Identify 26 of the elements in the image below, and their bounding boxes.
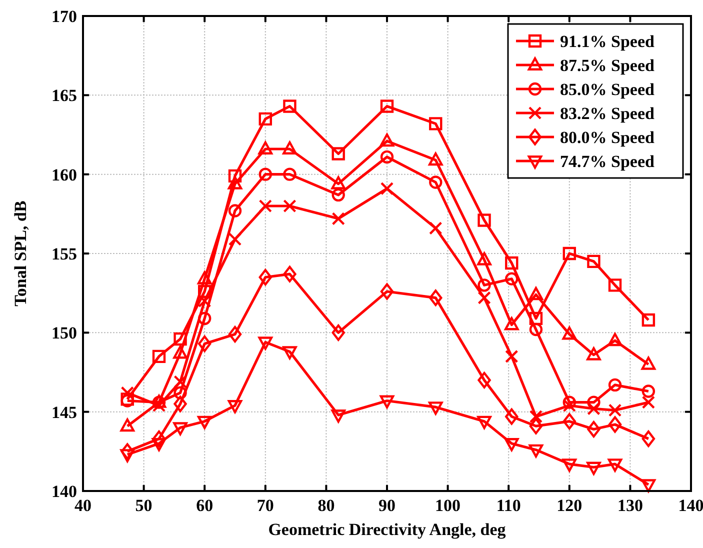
y-tick-label: 165	[52, 86, 77, 106]
x-tick-label: 60	[196, 496, 214, 515]
legend-label: 74.7% Speed	[560, 152, 655, 171]
y-axis-title: Tonal SPL, dB	[11, 200, 30, 306]
y-tick-label: 155	[52, 244, 77, 264]
y-tick-label: 150	[52, 324, 77, 343]
y-tick-label: 170	[52, 7, 77, 26]
y-tick-label: 145	[52, 402, 77, 422]
x-tick-label: 90	[378, 496, 396, 515]
legend-label: 91.1% Speed	[560, 32, 655, 51]
x-tick-label: 100	[435, 496, 461, 515]
x-tick-label: 70	[256, 496, 274, 515]
legend-label: 80.0% Speed	[560, 128, 655, 147]
x-tick-label: 40	[74, 496, 92, 515]
x-tick-label: 110	[496, 496, 521, 515]
x-tick-label: 130	[617, 496, 643, 515]
legend-label: 85.0% Speed	[560, 80, 655, 99]
legend-label: 87.5% Speed	[560, 56, 655, 75]
x-tick-label: 50	[135, 496, 152, 515]
x-tick-label: 140	[678, 496, 703, 515]
x-tick-label: 120	[556, 496, 582, 515]
x-tick-label: 80	[318, 496, 335, 515]
legend-label: 83.2% Speed	[560, 104, 655, 123]
y-tick-label: 140	[52, 482, 77, 501]
x-axis-title: Geometric Directivity Angle, deg	[268, 520, 506, 539]
y-tick-label: 160	[52, 165, 77, 184]
